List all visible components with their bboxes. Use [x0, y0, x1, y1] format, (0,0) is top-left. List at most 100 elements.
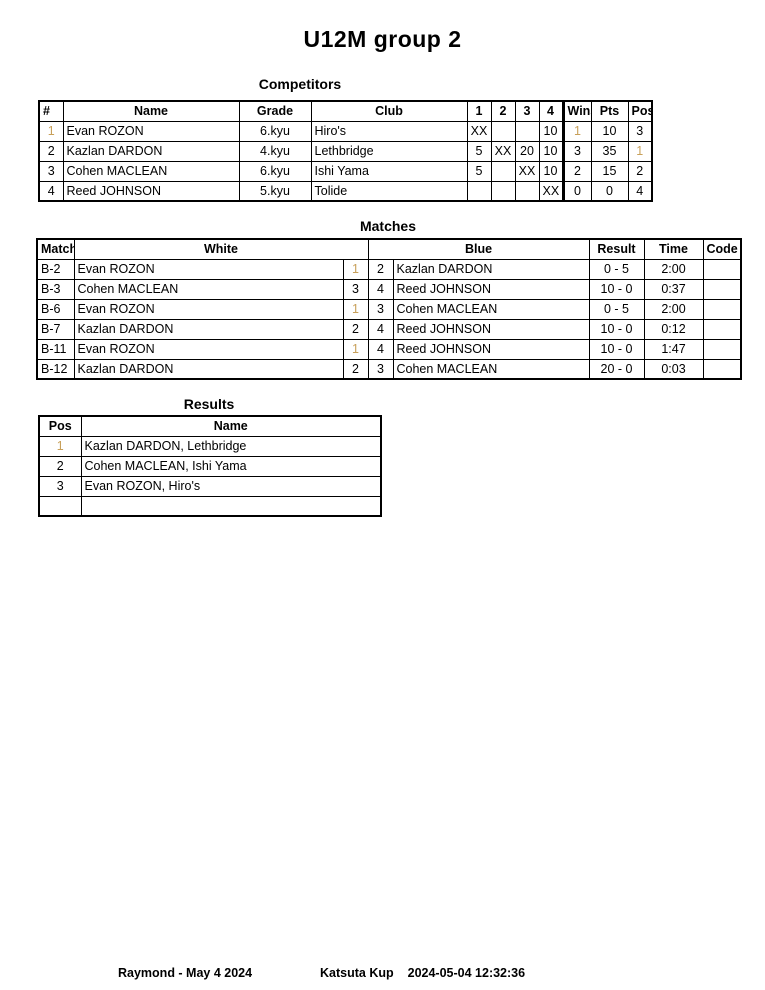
time-cell: 1:47 [643, 338, 704, 360]
score-vs-2-cell [490, 120, 516, 142]
match-id-cell: B-12 [36, 358, 75, 380]
blue-player-cell: Cohen MACLEAN [392, 298, 590, 320]
competitor-club-cell: Ishi Yama [310, 160, 468, 182]
table-row: B-7 Kazlan DARDON 2 4 Reed JOHNSON 10 - … [36, 318, 742, 340]
result-cell: 20 - 0 [588, 358, 645, 380]
match-id-cell: B-3 [36, 278, 75, 300]
matches-heading: Matches [359, 218, 417, 234]
table-header-row: Pos Name [38, 415, 382, 437]
page-title: U12M group 2 [303, 26, 462, 52]
col-header-white: White [73, 238, 369, 260]
score-vs-2-cell [490, 180, 516, 202]
table-header-row: Match White Blue Result Time Code [36, 238, 742, 260]
competitor-club-cell: Hiro's [310, 120, 468, 142]
competitor-grade-cell: 5.kyu [238, 180, 312, 202]
footer-event-name: Katsuta Kup [320, 966, 394, 980]
table-row: B-6 Evan ROZON 1 3 Cohen MACLEAN 0 - 5 2… [36, 298, 742, 320]
white-number-cell: 2 [342, 318, 369, 340]
col-header-result: Result [588, 238, 645, 260]
score-vs-4-cell: 10 [538, 140, 564, 162]
competitor-name-cell: Reed JOHNSON [62, 180, 240, 202]
col-header-club: Club [310, 100, 468, 122]
footer-event-info: Katsuta Kup 2024-05-04 12:32:36 [320, 966, 525, 980]
code-cell [702, 318, 742, 340]
blue-number-cell: 4 [367, 318, 394, 340]
position-cell: 1 [627, 140, 653, 162]
position-cell: 2 [627, 160, 653, 182]
time-cell: 2:00 [643, 258, 704, 280]
table-row: 2 Kazlan DARDON 4.kyu Lethbridge 5 XX 20… [38, 140, 653, 162]
results-table: Pos Name 1 Kazlan DARDON, Lethbridge 2 C… [38, 415, 382, 517]
wins-cell: 2 [561, 160, 592, 182]
white-number-cell: 2 [342, 358, 369, 380]
match-id-cell: B-2 [36, 258, 75, 280]
footer-timestamp: 2024-05-04 12:32:36 [407, 966, 526, 980]
wins-cell: 3 [561, 140, 592, 162]
blue-number-cell: 4 [367, 278, 394, 300]
time-cell: 2:00 [643, 298, 704, 320]
code-cell [702, 298, 742, 320]
white-player-cell: Cohen MACLEAN [73, 278, 344, 300]
col-header-code: Code [702, 238, 742, 260]
col-header-number: # [38, 100, 64, 122]
score-vs-3-cell [514, 120, 540, 142]
score-vs-1-cell: 5 [466, 160, 492, 182]
competitor-number-cell: 1 [38, 120, 64, 142]
result-name-cell: Kazlan DARDON, Lethbridge [80, 435, 382, 457]
competitor-number-cell: 3 [38, 160, 64, 182]
footer-author-date: Raymond - May 4 2024 [118, 966, 253, 980]
code-cell [702, 358, 742, 380]
table-row: B-12 Kazlan DARDON 2 3 Cohen MACLEAN 20 … [36, 358, 742, 380]
score-vs-3-cell: 20 [514, 140, 540, 162]
match-id-cell: B-11 [36, 338, 75, 360]
table-row: B-2 Evan ROZON 1 2 Kazlan DARDON 0 - 5 2… [36, 258, 742, 280]
blue-player-cell: Reed JOHNSON [392, 318, 590, 340]
score-vs-1-cell: XX [466, 120, 492, 142]
blue-player-cell: Reed JOHNSON [392, 338, 590, 360]
competitor-number-cell: 2 [38, 140, 64, 162]
result-name-cell: Cohen MACLEAN, Ishi Yama [80, 455, 382, 477]
competitor-grade-cell: 4.kyu [238, 140, 312, 162]
points-cell: 0 [590, 180, 629, 202]
points-cell: 15 [590, 160, 629, 182]
white-player-cell: Kazlan DARDON [73, 318, 344, 340]
table-row: 3 Cohen MACLEAN 6.kyu Ishi Yama 5 XX 10 … [38, 160, 653, 182]
white-player-cell: Evan ROZON [73, 298, 344, 320]
white-number-cell: 1 [342, 298, 369, 320]
white-number-cell: 3 [342, 278, 369, 300]
competitor-name-cell: Cohen MACLEAN [62, 160, 240, 182]
col-header-pos: Pos [38, 415, 82, 437]
col-header-opp3: 3 [514, 100, 540, 122]
col-header-name: Name [62, 100, 240, 122]
result-cell: 10 - 0 [588, 318, 645, 340]
white-number-cell: 1 [342, 338, 369, 360]
competitor-name-cell: Evan ROZON [62, 120, 240, 142]
match-id-cell: B-6 [36, 298, 75, 320]
score-vs-2-cell: XX [490, 140, 516, 162]
table-header-row: # Name Grade Club 1 2 3 4 Wins Pts Pos [38, 100, 653, 122]
blue-player-cell: Reed JOHNSON [392, 278, 590, 300]
time-cell: 0:37 [643, 278, 704, 300]
competitor-club-cell: Tolide [310, 180, 468, 202]
blue-player-cell: Kazlan DARDON [392, 258, 590, 280]
score-vs-3-cell: XX [514, 160, 540, 182]
table-row: 3 Evan ROZON, Hiro's [38, 475, 382, 497]
table-row: 4 Reed JOHNSON 5.kyu Tolide XX 0 0 4 [38, 180, 653, 202]
result-position-cell: 3 [38, 475, 82, 497]
table-row: 1 Kazlan DARDON, Lethbridge [38, 435, 382, 457]
white-player-cell: Evan ROZON [73, 258, 344, 280]
competitors-table: # Name Grade Club 1 2 3 4 Wins Pts Pos 1… [38, 100, 653, 202]
points-cell: 35 [590, 140, 629, 162]
table-row: B-11 Evan ROZON 1 4 Reed JOHNSON 10 - 0 … [36, 338, 742, 360]
competitor-grade-cell: 6.kyu [238, 120, 312, 142]
col-header-wins: Wins [561, 100, 592, 122]
col-header-pts: Pts [590, 100, 629, 122]
col-header-name: Name [80, 415, 382, 437]
code-cell [702, 258, 742, 280]
col-header-time: Time [643, 238, 704, 260]
blue-number-cell: 3 [367, 298, 394, 320]
wins-cell: 0 [561, 180, 592, 202]
points-cell: 10 [590, 120, 629, 142]
white-player-cell: Kazlan DARDON [73, 358, 344, 380]
table-row [38, 495, 382, 517]
